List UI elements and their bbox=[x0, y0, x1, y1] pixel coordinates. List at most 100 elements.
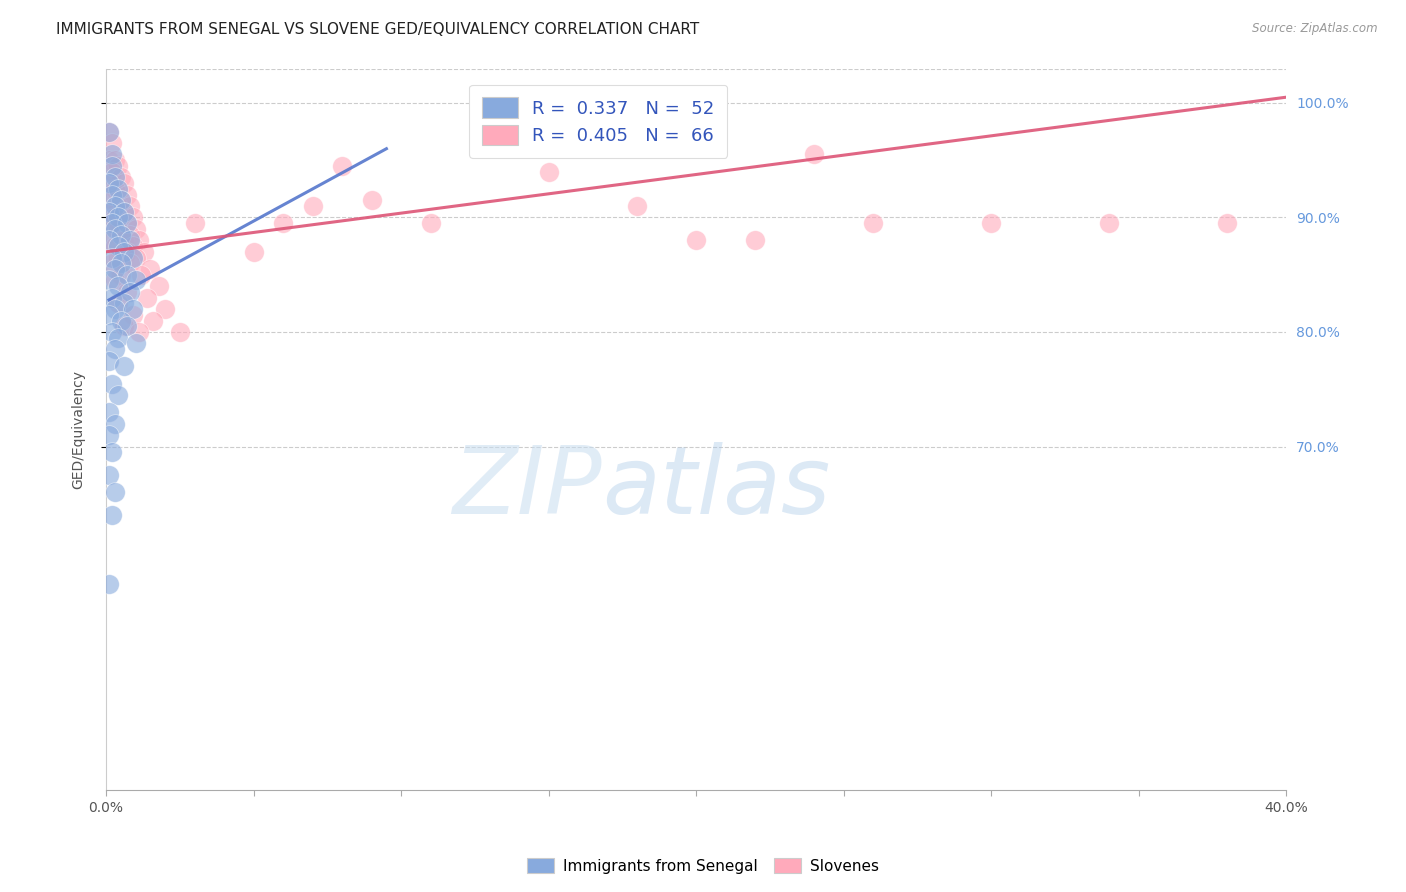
Point bbox=[124, 251, 146, 265]
Point bbox=[101, 164, 124, 178]
Point bbox=[803, 147, 825, 161]
Point bbox=[107, 279, 129, 293]
Point bbox=[139, 262, 162, 277]
Point bbox=[104, 262, 127, 277]
Point bbox=[98, 353, 121, 368]
Point bbox=[104, 417, 127, 431]
Point bbox=[104, 342, 127, 356]
Point bbox=[148, 279, 170, 293]
Point bbox=[98, 176, 121, 190]
Point bbox=[98, 204, 121, 219]
Point bbox=[101, 256, 124, 270]
Point bbox=[101, 187, 124, 202]
Point bbox=[98, 204, 121, 219]
Point bbox=[112, 296, 135, 310]
Point bbox=[101, 445, 124, 459]
Point bbox=[1098, 216, 1121, 230]
Point bbox=[980, 216, 1002, 230]
Text: ZIP: ZIP bbox=[453, 442, 602, 533]
Point bbox=[98, 176, 121, 190]
Point bbox=[118, 199, 141, 213]
Point bbox=[271, 216, 294, 230]
Point bbox=[104, 170, 127, 185]
Point bbox=[104, 239, 127, 253]
Point bbox=[419, 216, 441, 230]
Point bbox=[101, 193, 124, 207]
Point bbox=[98, 273, 121, 287]
Point bbox=[110, 227, 132, 242]
Point bbox=[98, 428, 121, 442]
Point bbox=[121, 251, 143, 265]
Point bbox=[107, 199, 129, 213]
Point bbox=[134, 244, 156, 259]
Point bbox=[124, 222, 146, 236]
Point bbox=[110, 170, 132, 185]
Point bbox=[128, 325, 150, 339]
Point bbox=[242, 244, 264, 259]
Point bbox=[112, 319, 135, 334]
Point bbox=[118, 233, 141, 247]
Text: IMMIGRANTS FROM SENEGAL VS SLOVENE GED/EQUIVALENCY CORRELATION CHART: IMMIGRANTS FROM SENEGAL VS SLOVENE GED/E… bbox=[56, 22, 700, 37]
Point bbox=[142, 313, 165, 327]
Point bbox=[862, 216, 884, 230]
Point bbox=[115, 319, 138, 334]
Point bbox=[98, 124, 121, 138]
Point bbox=[112, 176, 135, 190]
Point bbox=[110, 256, 132, 270]
Point bbox=[107, 251, 129, 265]
Point bbox=[104, 273, 127, 287]
Point bbox=[98, 233, 121, 247]
Text: Source: ZipAtlas.com: Source: ZipAtlas.com bbox=[1253, 22, 1378, 36]
Point bbox=[107, 182, 129, 196]
Point bbox=[101, 159, 124, 173]
Point bbox=[112, 204, 135, 219]
Point bbox=[118, 285, 141, 299]
Point bbox=[537, 164, 560, 178]
Point bbox=[101, 251, 124, 265]
Point bbox=[107, 222, 129, 236]
Point bbox=[104, 485, 127, 500]
Point bbox=[112, 204, 135, 219]
Point bbox=[101, 136, 124, 150]
Point bbox=[118, 256, 141, 270]
Point bbox=[98, 233, 121, 247]
Point bbox=[121, 211, 143, 225]
Legend: R =  0.337   N =  52, R =  0.405   N =  66: R = 0.337 N = 52, R = 0.405 N = 66 bbox=[470, 85, 727, 158]
Point bbox=[101, 147, 124, 161]
Point bbox=[112, 233, 135, 247]
Point bbox=[112, 359, 135, 374]
Point bbox=[136, 291, 159, 305]
Point bbox=[121, 239, 143, 253]
Point bbox=[101, 291, 124, 305]
Point bbox=[360, 193, 382, 207]
Point bbox=[169, 325, 191, 339]
Point bbox=[110, 313, 132, 327]
Point bbox=[685, 233, 707, 247]
Point bbox=[98, 468, 121, 483]
Point bbox=[115, 187, 138, 202]
Point bbox=[131, 268, 153, 282]
Text: atlas: atlas bbox=[602, 442, 830, 533]
Point bbox=[104, 199, 127, 213]
Point bbox=[101, 376, 124, 391]
Y-axis label: GED/Equivalency: GED/Equivalency bbox=[72, 370, 86, 489]
Point bbox=[98, 577, 121, 591]
Point bbox=[101, 508, 124, 523]
Point bbox=[107, 239, 129, 253]
Point bbox=[110, 193, 132, 207]
Point bbox=[115, 268, 138, 282]
Point bbox=[104, 153, 127, 168]
Point bbox=[101, 216, 124, 230]
Point bbox=[98, 308, 121, 322]
Point bbox=[115, 285, 138, 299]
Point bbox=[112, 244, 135, 259]
Point bbox=[626, 199, 648, 213]
Point bbox=[744, 233, 766, 247]
Point bbox=[121, 301, 143, 316]
Point bbox=[98, 405, 121, 419]
Point bbox=[1216, 216, 1239, 230]
Point bbox=[115, 216, 138, 230]
Point bbox=[110, 268, 132, 282]
Point bbox=[104, 301, 127, 316]
Legend: Immigrants from Senegal, Slovenes: Immigrants from Senegal, Slovenes bbox=[520, 852, 886, 880]
